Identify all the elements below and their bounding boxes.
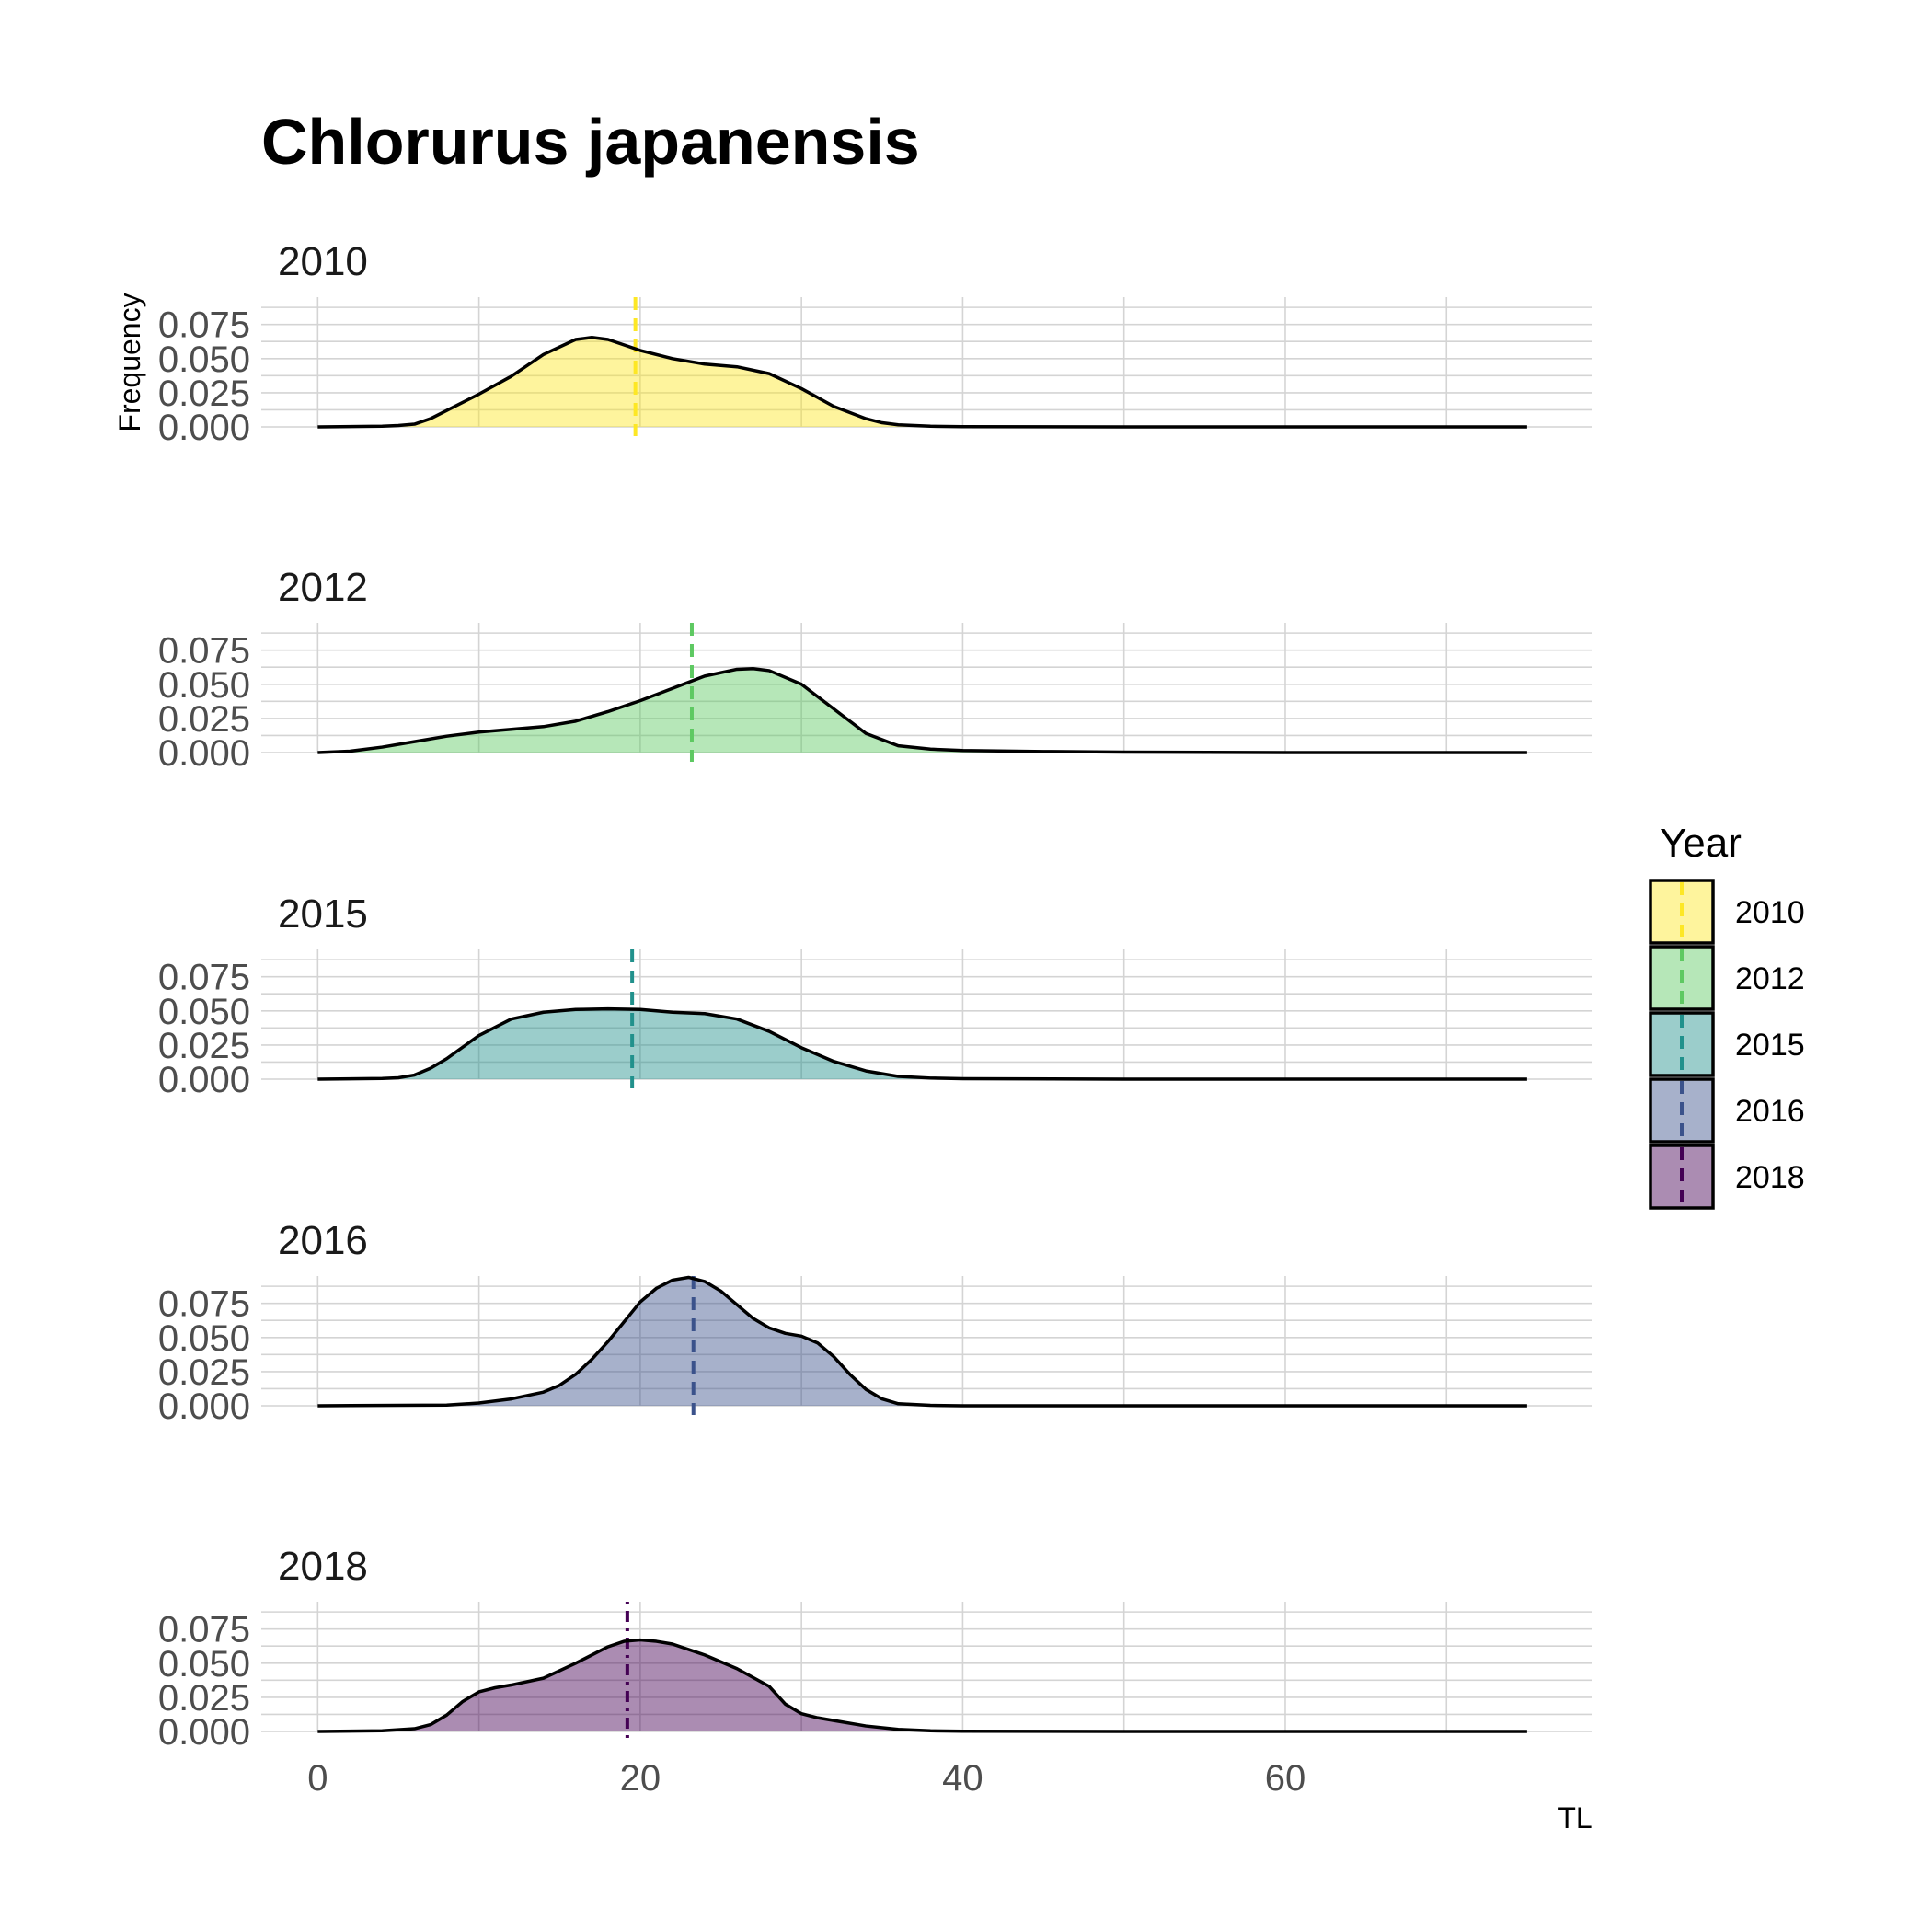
- legend: Year 2010 2012 2015 2016 2018: [1649, 821, 1805, 1210]
- density-line-2016: [317, 1275, 1527, 1408]
- facet-label-2010: 2010: [278, 239, 368, 284]
- y-tick-label: 0.050: [158, 1644, 250, 1685]
- y-axis-title: Frequency: [113, 293, 146, 431]
- y-tick-label: 0.000: [158, 733, 250, 774]
- facet-label-2015: 2015: [278, 891, 368, 937]
- y-tick-label: 0.050: [158, 1318, 250, 1359]
- density-line-2012: [317, 666, 1527, 754]
- y-tick-label: 0.025: [158, 699, 250, 740]
- y-tick-label: 0.075: [158, 958, 250, 998]
- facet-label-2012: 2012: [278, 565, 368, 610]
- legend-label-2018: 2018: [1735, 1160, 1805, 1195]
- facet-panels: 20100.0000.0250.0500.07520120.0000.0250.…: [158, 239, 1592, 1753]
- density-area-2012: [317, 668, 1527, 753]
- y-tick-label: 0.025: [158, 374, 250, 414]
- y-tick-label: 0.025: [158, 1352, 250, 1393]
- density-area-2015: [317, 1008, 1527, 1079]
- y-tick-label: 0.075: [158, 631, 250, 672]
- x-axis: 0 20 40 60: [307, 1758, 1305, 1799]
- density-area-2010: [317, 337, 1527, 427]
- facet-label-2016: 2016: [278, 1218, 368, 1263]
- chart-title: Chlorurus japanensis: [261, 106, 920, 178]
- density-line-2015: [317, 1006, 1527, 1081]
- y-tick-label: 0.075: [158, 1284, 250, 1325]
- density-line-2018: [317, 1638, 1527, 1733]
- x-tick-label: 40: [942, 1758, 983, 1799]
- x-tick-label: 20: [620, 1758, 661, 1799]
- legend-title: Year: [1660, 821, 1742, 866]
- y-tick-label: 0.025: [158, 1026, 250, 1066]
- legend-label-2016: 2016: [1735, 1094, 1805, 1129]
- y-tick-label: 0.025: [158, 1678, 250, 1719]
- y-tick-label: 0.000: [158, 1060, 250, 1100]
- density-line-2010: [317, 336, 1527, 429]
- y-tick-label: 0.000: [158, 1712, 250, 1753]
- y-tick-label: 0.075: [158, 1610, 250, 1650]
- legend-label-2012: 2012: [1735, 961, 1805, 996]
- y-tick-label: 0.050: [158, 992, 250, 1032]
- legend-label-2010: 2010: [1735, 895, 1805, 930]
- x-axis-title: TL: [1558, 1801, 1592, 1834]
- density-area-2016: [317, 1277, 1527, 1406]
- y-tick-label: 0.050: [158, 339, 250, 380]
- x-tick-label: 0: [307, 1758, 328, 1799]
- y-tick-label: 0.000: [158, 1386, 250, 1427]
- y-tick-label: 0.050: [158, 665, 250, 706]
- legend-label-2015: 2015: [1735, 1028, 1805, 1063]
- x-tick-label: 60: [1265, 1758, 1306, 1799]
- y-tick-label: 0.075: [158, 305, 250, 346]
- facet-label-2018: 2018: [278, 1544, 368, 1589]
- y-tick-label: 0.000: [158, 408, 250, 448]
- density-area-2018: [317, 1639, 1527, 1731]
